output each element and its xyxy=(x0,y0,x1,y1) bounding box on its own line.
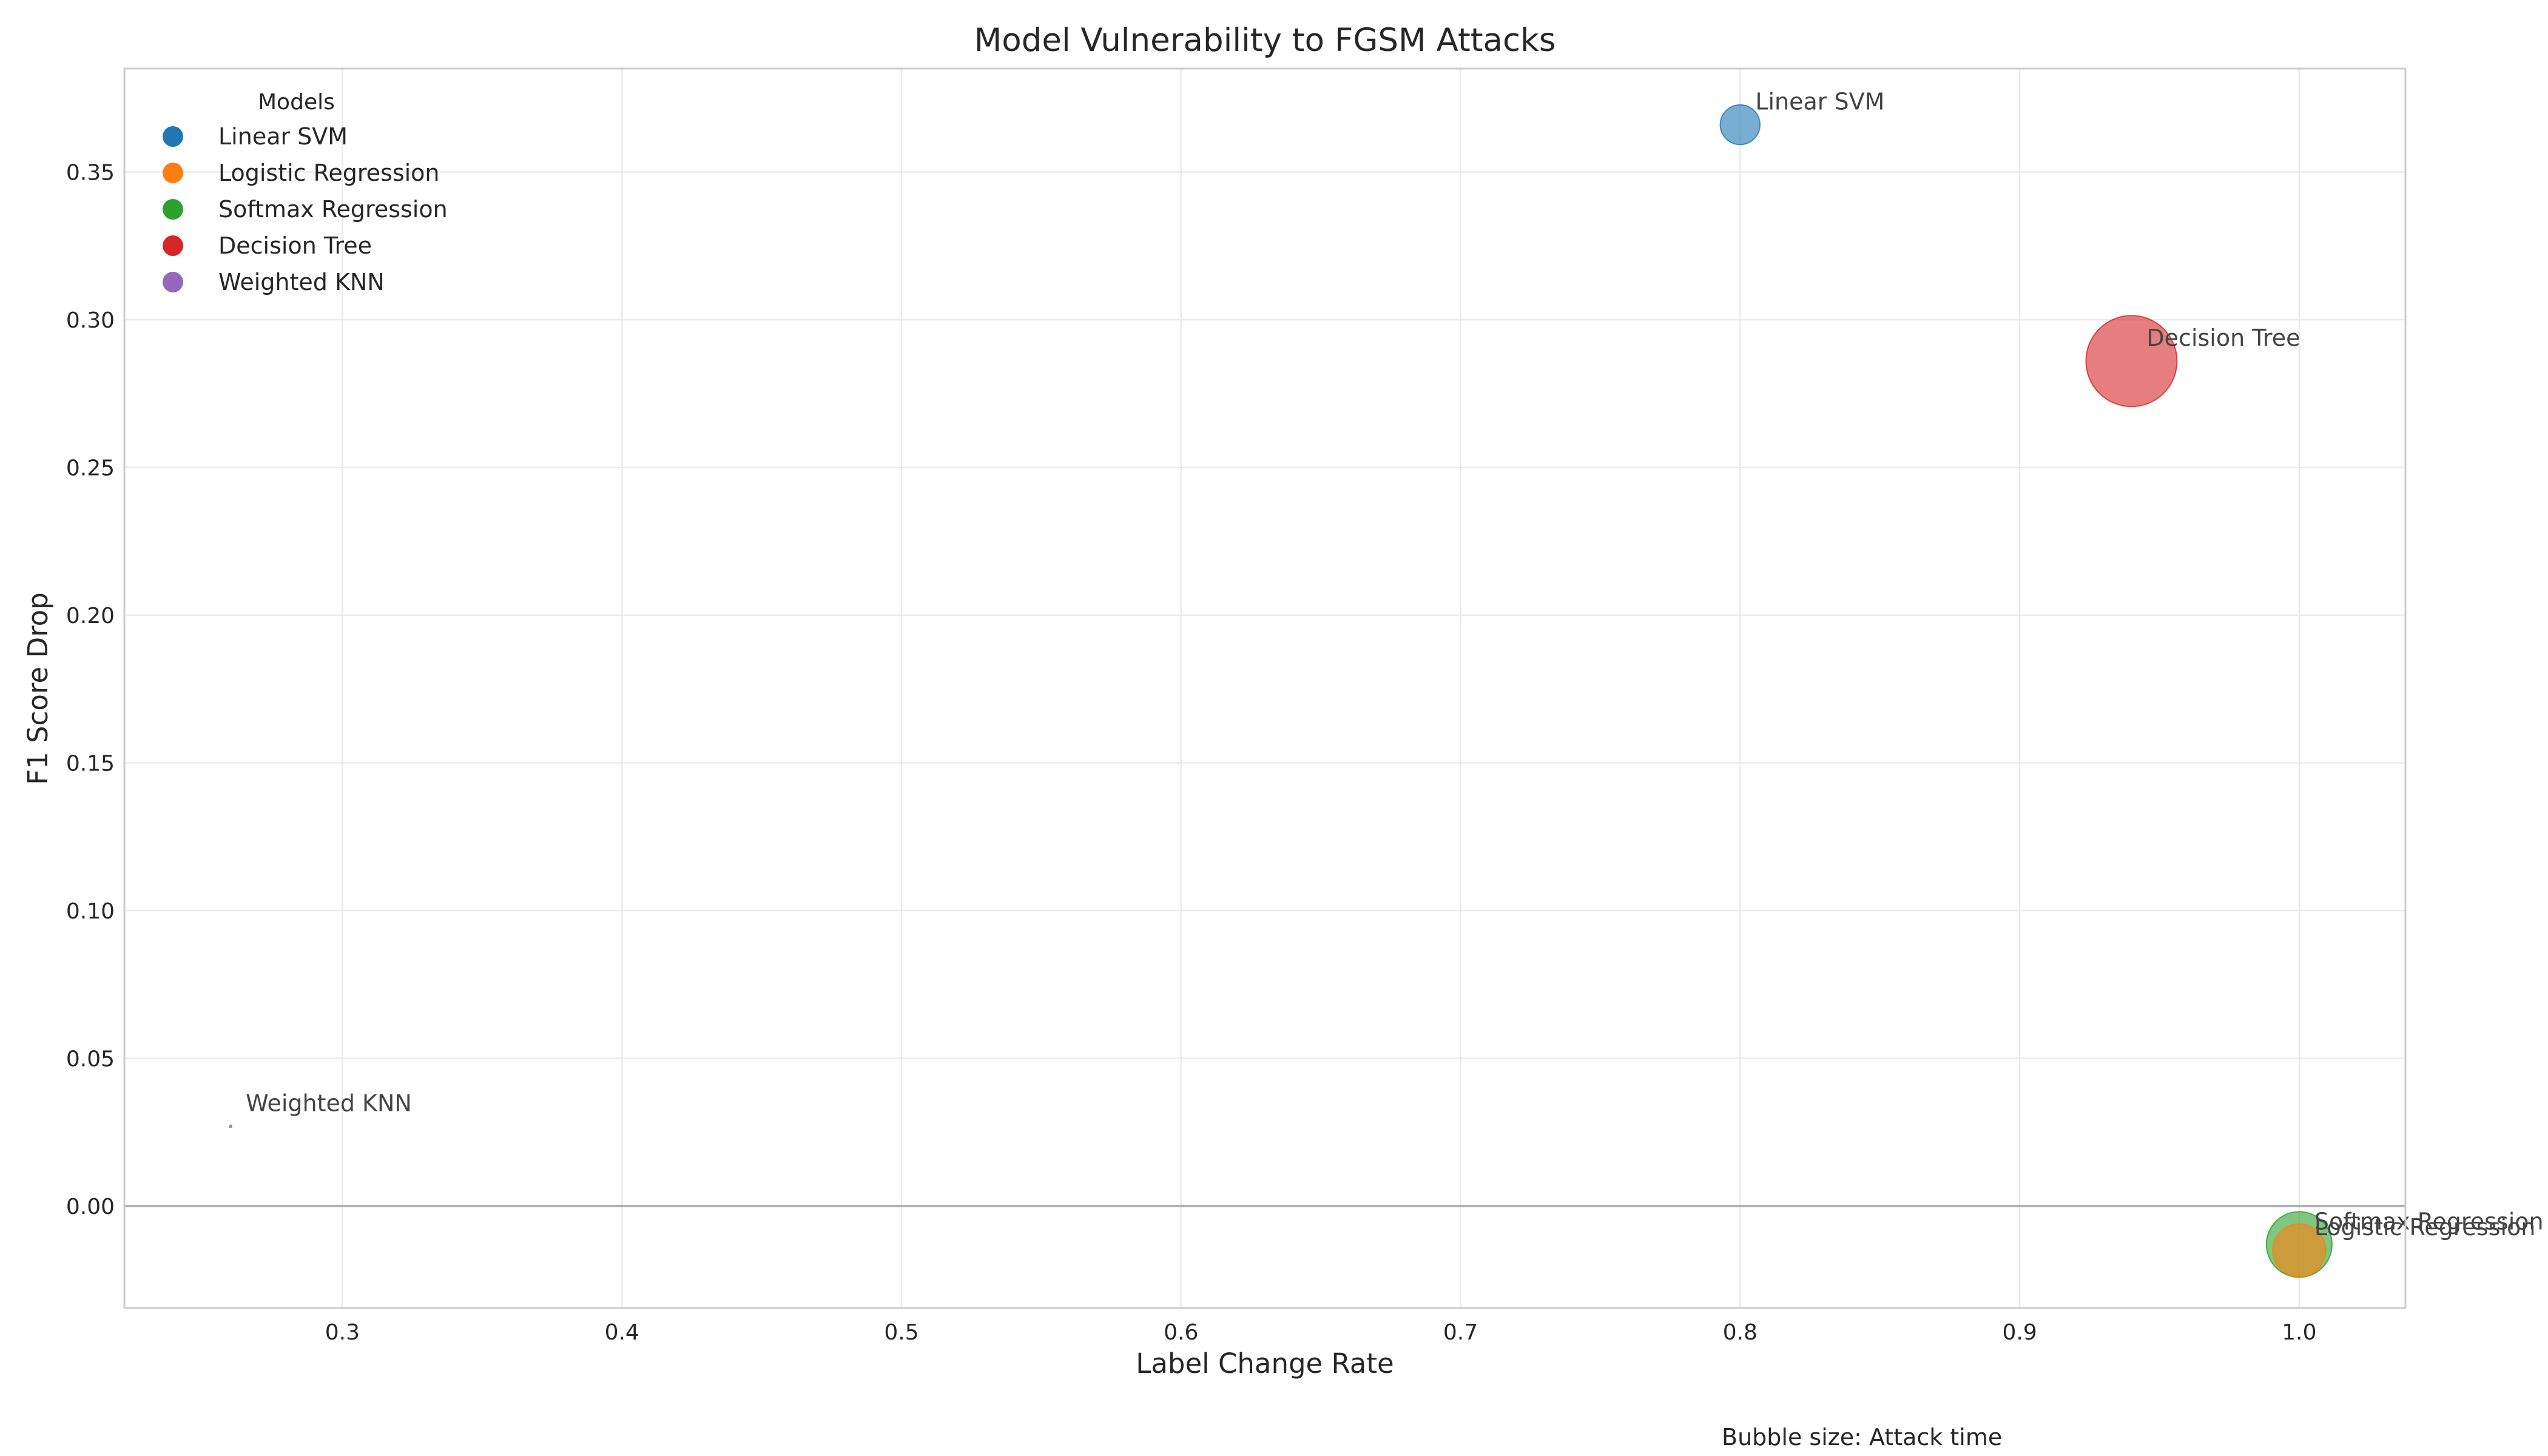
x-tick-label: 0.4 xyxy=(605,1320,639,1345)
legend-label-linear-svm: Linear SVM xyxy=(218,123,348,150)
y-tick-label: 0.15 xyxy=(66,751,115,776)
x-tick-label: 0.6 xyxy=(1164,1320,1198,1345)
legend-label-softmax-regression: Softmax Regression xyxy=(218,196,448,223)
legend-label-decision-tree: Decision Tree xyxy=(218,232,372,259)
point-label-linear-svm: Linear SVM xyxy=(1755,89,1884,115)
y-tick-label: 0.10 xyxy=(66,899,115,924)
y-axis-title: F1 Score Drop xyxy=(22,592,54,784)
x-tick-label: 1.0 xyxy=(2282,1320,2316,1345)
x-axis-ticks: 0.3 0.4 0.5 0.6 0.7 0.8 0.9 1.0 xyxy=(325,1320,2317,1345)
plot-frame xyxy=(123,67,2407,1309)
legend-marker-softmax-regression xyxy=(163,199,183,220)
y-tick-label: 0.25 xyxy=(66,456,115,480)
bubble-logistic-regression xyxy=(2272,1223,2327,1278)
legend-title: Models xyxy=(258,90,335,115)
legend-marker-linear-svm xyxy=(163,126,183,147)
legend-marker-logistic-regression xyxy=(163,163,183,183)
x-tick-label: 0.5 xyxy=(884,1320,918,1345)
legend-label-weighted-knn: Weighted KNN xyxy=(218,269,385,295)
x-tick-label: 0.3 xyxy=(325,1320,360,1345)
y-axis-ticks: 0.00 0.05 0.10 0.15 0.20 0.25 0.30 0.35 xyxy=(66,160,115,1219)
bubble-weighted-knn xyxy=(229,1124,233,1128)
y-tick-label: 0.35 xyxy=(66,160,115,185)
legend-marker-weighted-knn xyxy=(163,272,183,292)
point-label-weighted-knn: Weighted KNN xyxy=(246,1090,412,1116)
legend-label-logistic-regression: Logistic Regression xyxy=(218,160,440,186)
chart-title: Model Vulnerability to FGSM Attacks xyxy=(974,22,1556,59)
legend-items: Linear SVM Logistic Regression Softmax Reg… xyxy=(163,123,448,295)
y-tick-label: 0.30 xyxy=(66,308,115,333)
y-tick-label: 0.00 xyxy=(66,1195,115,1219)
legend: Models Linear SVM Logistic Regression Soft… xyxy=(163,90,448,295)
x-tick-label: 0.8 xyxy=(1723,1320,1758,1345)
bubble-size-note: Bubble size: Attack time xyxy=(1722,1424,2002,1451)
legend-marker-decision-tree xyxy=(163,235,183,256)
x-tick-label: 0.7 xyxy=(1443,1320,1478,1345)
x-tick-label: 0.9 xyxy=(2002,1320,2037,1345)
bubble-linear-svm xyxy=(1719,104,1761,146)
x-axis-title: Label Change Rate xyxy=(1136,1347,1394,1380)
point-label-logistic-regression: Logistic Regression xyxy=(2314,1214,2536,1241)
y-tick-label: 0.20 xyxy=(66,604,115,629)
point-label-softmax-regression: Softmax Regression xyxy=(2314,1208,2544,1235)
y-tick-label: 0.05 xyxy=(66,1046,115,1071)
bubble-decision-tree xyxy=(2085,315,2178,408)
point-label-decision-tree: Decision Tree xyxy=(2146,325,2300,351)
bubbles xyxy=(229,104,2333,1278)
